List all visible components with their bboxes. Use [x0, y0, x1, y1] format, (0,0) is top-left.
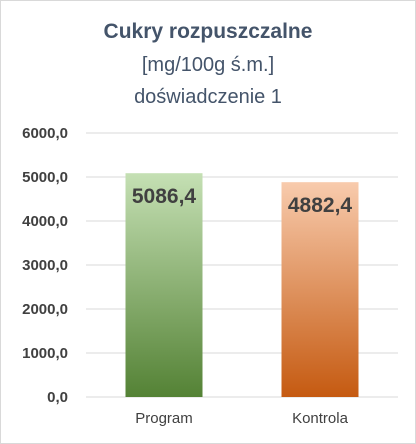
chart-subtitle-unit: [mg/100g ś.m.] [141, 54, 275, 76]
chart-title: Cukry rozpuszczalne [103, 20, 313, 43]
x-tick-label: Kontrola [292, 410, 349, 427]
bar-kontrola [281, 182, 359, 397]
y-tick-label: 6000,0 [22, 125, 68, 142]
y-tick-label: 0,0 [47, 389, 68, 406]
x-tick-label: Program [135, 410, 193, 427]
y-tick-label: 5000,0 [22, 169, 68, 186]
y-tick-label: 2000,0 [22, 301, 68, 318]
chart-subtitle-experiment: doświadczenie 1 [134, 86, 282, 108]
bar-program [125, 173, 203, 397]
data-label: 4882,4 [288, 194, 353, 217]
data-label: 5086,4 [132, 185, 197, 208]
y-tick-label: 4000,0 [22, 213, 68, 230]
y-tick-label: 1000,0 [22, 345, 68, 362]
y-tick-label: 3000,0 [22, 257, 68, 274]
